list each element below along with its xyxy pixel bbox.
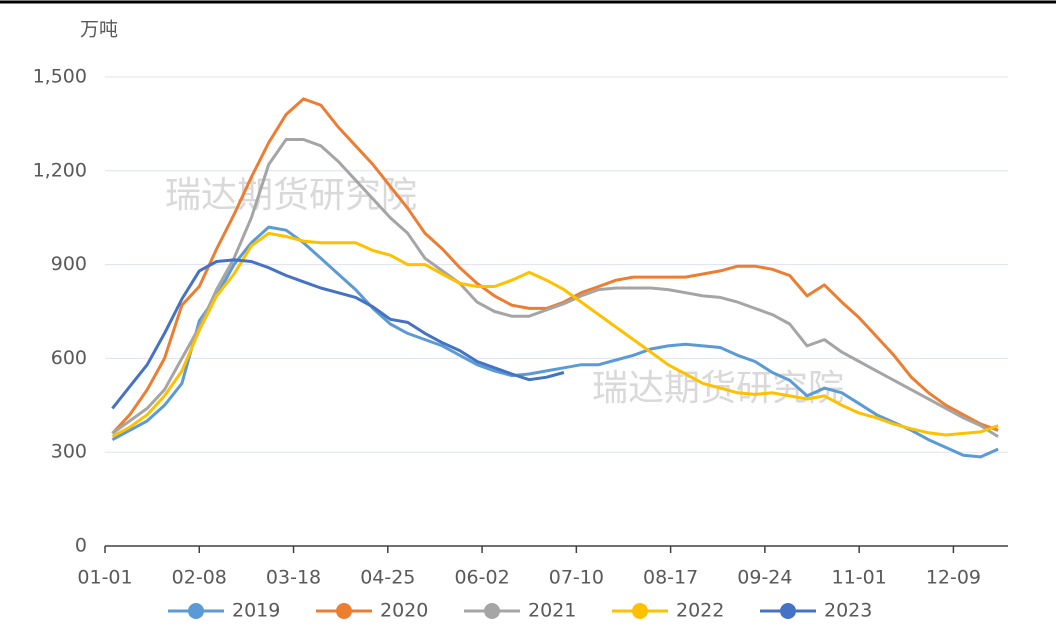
series-line [111,225,999,459]
x-tick-label: 06-02 [454,567,509,589]
series-line [111,97,999,435]
legend-marker [336,603,352,619]
legend-marker [780,603,796,619]
legend-label: 2021 [528,600,576,622]
x-tick-label: 08-17 [643,567,698,589]
legend: 2019 2020 2021 2022 2023 [168,600,872,622]
watermark: 瑞达期货研究院 [165,175,417,216]
x-tick-label: 09-24 [737,567,792,589]
y-tick-label: 1,500 [33,66,87,88]
x-tick-label: 02-08 [172,567,227,589]
legend-label: 2022 [676,600,724,622]
x-tick-label: 11-01 [832,567,887,589]
x-tick-label: 01-01 [77,567,132,589]
legend-label: 2023 [824,600,872,622]
y-axis-label: 万吨 [80,19,118,41]
legend-label: 2019 [232,600,280,622]
x-tick-label: 04-25 [360,567,415,589]
y-tick-label: 1,200 [33,159,87,181]
y-tick-label: 300 [51,441,87,463]
series-line [111,231,999,438]
legend-marker [188,603,204,619]
y-tick-label: 600 [51,347,87,369]
y-tick-label: 900 [51,253,87,275]
x-tick-label: 03-18 [266,567,321,589]
legend-marker [484,603,500,619]
legend-marker [632,603,648,619]
x-tick-label: 07-10 [549,567,604,589]
legend-label: 2020 [380,600,428,622]
series-line [111,258,565,410]
series-line [111,138,999,438]
x-tick-label: 12-09 [926,567,981,589]
y-tick-label: 0 [75,535,87,557]
